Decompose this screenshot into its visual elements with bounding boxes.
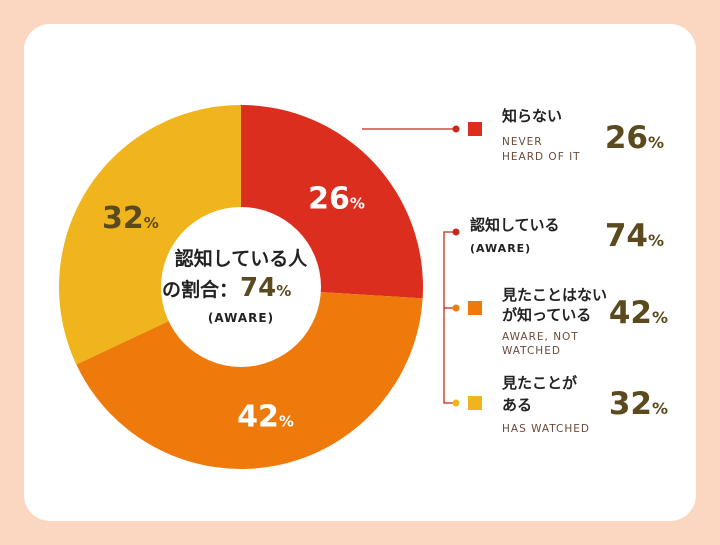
- legend-en-label: HEARD OF IT: [502, 151, 581, 163]
- legend: 知らない NEVER HEARD OF IT 26% 認知している (AWARE) 74% 見…: [468, 107, 668, 435]
- donut-hole: [161, 207, 321, 367]
- legend-jp-label: 認知している: [470, 216, 560, 234]
- slice-label-2: 42%: [237, 400, 294, 435]
- legend-en-label: AWARE, NOT: [502, 331, 579, 343]
- legend-swatch-3: [468, 301, 482, 315]
- legend-jp-label: 知らない: [502, 107, 562, 125]
- slice-labels: 26% 42% 32%: [102, 181, 365, 434]
- legend-en-label: HAS WATCHED: [502, 423, 590, 435]
- center-label: 認知している人 の割合：74% (AWARE): [162, 247, 308, 325]
- legend-swatch-1: [468, 122, 482, 136]
- legend-jp-label: が知っている: [502, 306, 591, 324]
- legend-value: 26%: [605, 120, 664, 156]
- slice-label-3: 32%: [102, 201, 159, 236]
- legend-value: 74%: [605, 218, 664, 254]
- legend-jp-label: 見たことが: [501, 374, 578, 392]
- legend-dots: [452, 125, 460, 407]
- legend-value: 42%: [609, 295, 668, 331]
- legend-en-label: NEVER: [502, 136, 543, 148]
- center-line-3: (AWARE): [208, 311, 274, 325]
- legend-jp-label: ある: [502, 396, 532, 414]
- legend-value: 32%: [609, 386, 668, 422]
- center-line-2: の割合：74%: [162, 273, 291, 303]
- center-line-1: 認知している人: [175, 247, 308, 270]
- legend-item-2: 認知している (AWARE) 74%: [470, 216, 664, 255]
- donut-slice-2: [76, 287, 423, 470]
- legend-item-1: 知らない NEVER HEARD OF IT 26%: [468, 107, 664, 163]
- legend-en-label: (AWARE): [470, 242, 531, 255]
- slice-label-1: 26%: [308, 181, 365, 216]
- legend-en-label: WATCHED: [502, 345, 561, 357]
- donut-slices: [58, 105, 423, 470]
- legend-swatch-4: [468, 396, 482, 410]
- legend-jp-label: 見たことはない: [501, 286, 607, 304]
